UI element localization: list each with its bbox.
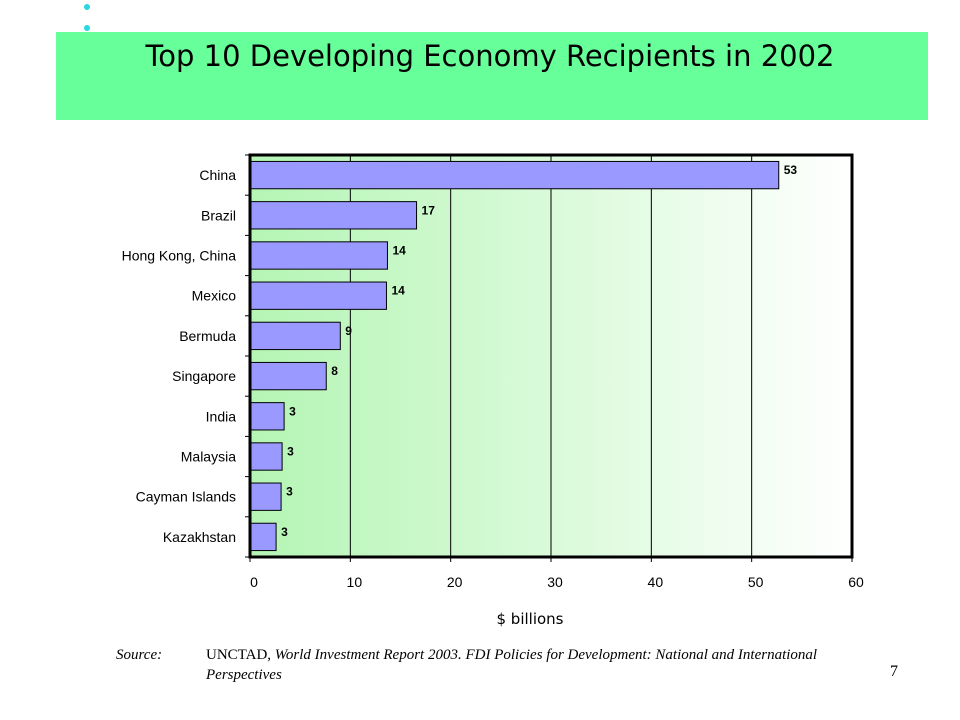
x-tick-label: 60 <box>848 574 864 590</box>
data-label: 8 <box>331 364 338 378</box>
chart-title: Top 10 Developing Economy Recipients in … <box>145 39 835 73</box>
data-label: 3 <box>281 525 288 539</box>
data-label: 53 <box>784 163 798 177</box>
data-label: 3 <box>289 404 296 418</box>
x-axis-label: $ billions <box>496 610 564 628</box>
data-label: 9 <box>345 324 352 338</box>
data-label: 14 <box>392 244 406 258</box>
bar <box>249 482 282 511</box>
category-label: Mexico <box>192 288 237 304</box>
category-label: Cayman Islands <box>136 489 236 505</box>
data-label: 17 <box>422 203 436 217</box>
data-label: 3 <box>286 485 293 499</box>
source-org: UNCTAD <box>206 647 268 663</box>
bar <box>249 402 285 431</box>
x-tick-label: 0 <box>250 574 258 590</box>
x-tick-label: 30 <box>547 574 563 590</box>
page-number: 7 <box>890 663 898 680</box>
category-label: India <box>206 408 237 424</box>
category-label: Singapore <box>172 368 236 384</box>
bar <box>249 321 341 351</box>
bar <box>249 281 387 310</box>
category-label: Bermuda <box>179 328 236 344</box>
source-text: UNCTAD, World Investment Report 2003. FD… <box>206 647 818 683</box>
bar <box>249 201 418 230</box>
category-label: China <box>199 167 236 183</box>
x-tick-label: 50 <box>748 574 764 590</box>
x-tick-label: 10 <box>347 574 363 590</box>
bullet-point <box>84 4 90 10</box>
category-label: Kazakhstan <box>163 529 236 545</box>
x-tick-label: 40 <box>648 574 664 590</box>
source-label: Source: <box>116 647 163 663</box>
slide-bullets <box>84 4 96 46</box>
category-label: Brazil <box>201 207 236 223</box>
bar <box>249 241 388 270</box>
data-label: 3 <box>287 445 294 459</box>
title-band <box>56 32 928 120</box>
data-label: 14 <box>391 284 405 298</box>
x-tick-label: 20 <box>447 574 463 590</box>
bar <box>249 160 780 190</box>
category-label: Hong Kong, China <box>122 248 237 264</box>
category-label: Malaysia <box>181 449 236 465</box>
bar <box>249 522 277 552</box>
source-title: World Investment Report 2003. FDI Polici… <box>206 647 818 683</box>
bar <box>249 361 327 391</box>
bar <box>249 442 283 471</box>
bullet-point <box>84 25 90 31</box>
